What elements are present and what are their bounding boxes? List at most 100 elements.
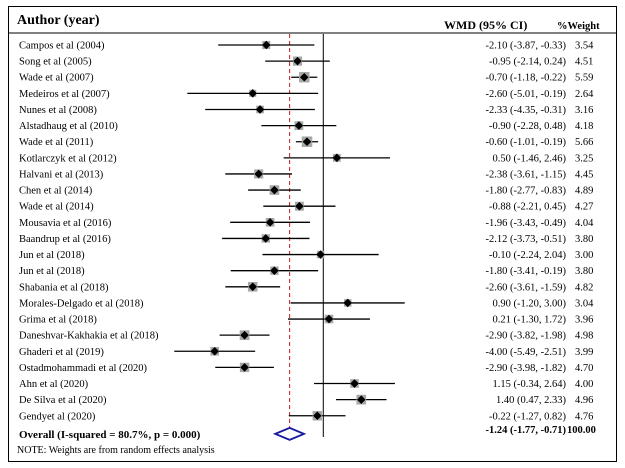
study-label: Medeiros et al (2007) (19, 89, 110, 100)
wmd-column-header: WMD (95% CI) (444, 18, 527, 32)
study-weight: 3.25 (575, 153, 593, 164)
study-wmd-ci: -0.95 (-2.14, 0.24) (489, 57, 566, 68)
study-weight: 4.51 (575, 57, 593, 68)
study-label: Kotlarczyk et al (2012) (19, 153, 117, 164)
study-weight: 3.54 (575, 41, 594, 52)
study-weight: 4.27 (575, 202, 593, 213)
study-weight: 3.00 (575, 250, 593, 261)
study-label: Alstadhaug et al (2010) (19, 121, 118, 132)
study-point-estimate (313, 411, 322, 421)
study-wmd-ci: -1.96 (-3.43, -0.49) (486, 218, 567, 229)
study-label: Nunes et al (2008) (19, 105, 97, 116)
study-weight: 3.96 (575, 315, 593, 326)
study-point-estimate (270, 185, 279, 195)
study-weight: 3.99 (575, 347, 593, 358)
study-label: Halvani et al (2013) (19, 169, 104, 180)
study-wmd-ci: -2.60 (-5.01, -0.19) (486, 89, 567, 100)
study-label: Grima et al (2018) (19, 315, 97, 326)
study-label: Jun et al (2018) (19, 250, 85, 261)
study-wmd-ci: -2.38 (-3.61, -1.15) (486, 169, 567, 180)
weight-column-header: %Weight (557, 21, 600, 32)
study-wmd-ci: -0.10 (-2.24, 2.04) (489, 250, 566, 261)
study-wmd-ci: -2.12 (-3.73, -0.51) (486, 234, 567, 245)
study-point-estimate (299, 72, 309, 82)
study-point-estimate (293, 56, 302, 66)
study-wmd-ci: 1.40 (0.47, 2.33) (496, 395, 566, 406)
study-label: Song et al (2005) (19, 57, 92, 68)
study-point-estimate (316, 250, 325, 259)
study-weight: 5.59 (575, 73, 593, 84)
study-weight: 3.16 (575, 105, 593, 116)
study-point-estimate (270, 266, 279, 275)
study-point-estimate (254, 169, 263, 179)
study-point-estimate (302, 137, 312, 147)
study-wmd-ci: -2.33 (-4.35, -0.31) (486, 105, 567, 116)
forest-marks: Campos et al (2004) -2.10 (-3.87, -0.33) 3… (19, 34, 596, 441)
study-weight: 3.04 (575, 298, 594, 309)
study-wmd-ci: -1.80 (-2.77, -0.83) (486, 186, 567, 197)
study-weight: 4.89 (575, 186, 593, 197)
study-weight: 3.80 (575, 266, 593, 277)
study-wmd-ci: -2.60 (-3.61, -1.59) (486, 282, 567, 293)
study-label: Mousavia et al (2016) (19, 218, 112, 229)
overall-diamond (272, 426, 307, 441)
study-wmd-ci: 0.90 (-1.20, 3.00) (493, 298, 567, 309)
study-point-estimate (248, 282, 258, 292)
footnote: NOTE: Weights are from random effects an… (17, 445, 215, 456)
study-label: Ahn et al (2020) (19, 379, 89, 390)
study-wmd-ci: 1.15 (-0.34, 2.64) (493, 379, 567, 390)
study-point-estimate (261, 234, 271, 243)
study-point-estimate (240, 363, 249, 372)
study-label: Baandrup et al (2016) (19, 234, 111, 245)
study-point-estimate (332, 153, 342, 163)
study-weight: 4.00 (575, 379, 593, 390)
study-point-estimate (261, 40, 271, 50)
study-weight: 4.96 (575, 395, 593, 406)
study-wmd-ci: 0.50 (-1.46, 2.46) (493, 153, 567, 164)
study-point-estimate (248, 89, 258, 98)
study-label: Wade et al (2014) (19, 202, 94, 213)
study-label: Gendyet al (2020) (19, 411, 96, 422)
study-point-estimate (265, 218, 275, 227)
study-weight: 4.76 (575, 411, 593, 422)
study-point-estimate (255, 105, 265, 114)
study-label: Ghaderi et al (2019) (19, 347, 104, 358)
forest-plot: Author (year) WMD (95% CI) %Weight Campo… (9, 13, 616, 456)
study-point-estimate (343, 298, 353, 308)
study-point-estimate (210, 346, 220, 356)
study-point-estimate (294, 121, 304, 130)
study-weight: 4.82 (575, 282, 593, 293)
study-point-estimate (356, 395, 366, 404)
study-weight: 4.18 (575, 121, 593, 132)
study-label: Campos et al (2004) (19, 41, 105, 52)
study-weight: 4.04 (575, 218, 594, 229)
study-label: Wade et al (2011) (19, 137, 94, 148)
study-label: Chen et al (2014) (19, 186, 93, 197)
study-point-estimate (324, 314, 334, 324)
study-wmd-ci: -0.22 (-1.27, 0.82) (489, 411, 566, 422)
study-wmd-ci: 0.21 (-1.30, 1.72) (493, 315, 567, 326)
study-weight: 2.64 (575, 89, 594, 100)
study-wmd-ci: -2.90 (-3.98, -1.82) (486, 363, 567, 374)
study-label: De Silva et al (2020) (19, 395, 107, 406)
study-wmd-ci: -1.80 (-3.41, -0.19) (486, 266, 567, 277)
study-point-estimate (240, 330, 249, 340)
study-point-estimate (350, 379, 359, 388)
study-weight: 3.80 (575, 234, 593, 245)
study-wmd-ci: -0.70 (-1.18, -0.22) (486, 73, 567, 84)
study-label: Shabania et al (2018) (19, 282, 109, 293)
study-label: Daneshvar-Kakhakia et al (2018) (19, 331, 159, 342)
overall-weight: 100.00 (567, 425, 596, 436)
study-label: Ostadmohammadi et al (2020) (19, 363, 148, 374)
study-wmd-ci: -0.90 (-2.28, 0.48) (489, 121, 566, 132)
study-wmd-ci: -0.60 (-1.01, -0.19) (486, 137, 567, 148)
study-label: Jun et al (2018) (19, 266, 85, 277)
study-label: Morales-Delgado et al (2018) (19, 298, 144, 309)
study-wmd-ci: -2.90 (-3.82, -1.98) (486, 331, 567, 342)
study-point-estimate (295, 201, 304, 211)
study-label: Wade et al (2007) (19, 73, 94, 84)
overall-wmd-ci: -1.24 (-1.77, -0.71) (486, 425, 567, 436)
study-weight: 4.98 (575, 331, 593, 342)
overall-label: Overall (I-squared = 80.7%, p = 0.000) (19, 429, 201, 441)
study-weight: 5.66 (575, 137, 593, 148)
